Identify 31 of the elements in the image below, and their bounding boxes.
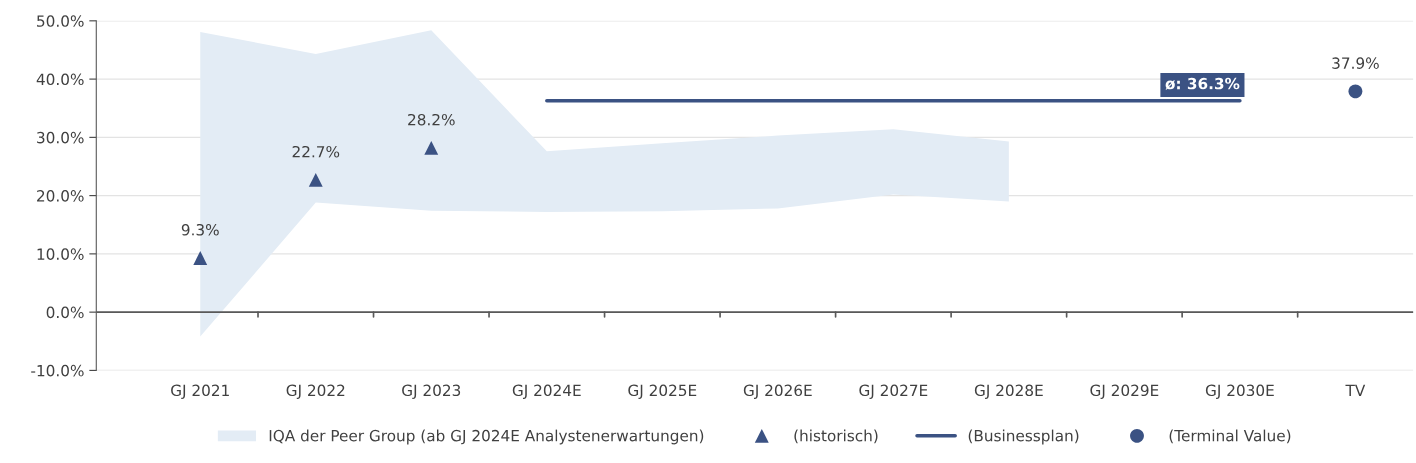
x-tick-label: TV	[1345, 384, 1366, 396]
x-tick-label: GJ 2022	[286, 384, 345, 399]
y-tick-label: 10.0%	[37, 248, 84, 260]
data-label: 9.3%	[181, 224, 219, 236]
legend-label: (Businessplan)	[968, 429, 1079, 445]
annotation: ø: 36.3%	[1165, 77, 1240, 90]
y-tick-label: 20.0%	[37, 190, 84, 202]
legend-label: (historisch)	[794, 429, 878, 444]
point	[424, 140, 439, 155]
x-tick-label: GJ 2028E	[974, 384, 1043, 399]
y-tick-label: -10.0%	[31, 364, 84, 377]
x-tick-label: GJ 2025E	[628, 384, 697, 399]
x-tick-label: GJ 2027E	[859, 384, 928, 399]
legend-label: IQA der Peer Group (ab GJ 2024E Analystenerwartungen)	[269, 429, 704, 445]
point	[308, 172, 323, 187]
y-tick-label: 30.0%	[37, 131, 84, 144]
point	[193, 251, 208, 265]
legend-label: (Terminal Value)	[1169, 429, 1291, 444]
x-tick-label: GJ 2023	[402, 384, 461, 399]
point	[1348, 84, 1363, 99]
data-label: 28.2%	[408, 113, 455, 126]
data-label: 37.9%	[1332, 57, 1379, 69]
y-tick-label: 40.0%	[36, 73, 84, 86]
data-label: 22.7%	[292, 145, 340, 158]
x-tick-label: GJ 2030E	[1205, 384, 1274, 399]
x-tick-label: GJ 2021	[171, 384, 229, 399]
x-tick-label: GJ 2029E	[1090, 384, 1159, 399]
x-tick-label: GJ 2024E	[512, 384, 581, 399]
y-tick-label: 0.0%	[46, 306, 84, 319]
x-tick-label: GJ 2026E	[743, 384, 812, 399]
y-tick-label: 50.0%	[37, 15, 84, 27]
